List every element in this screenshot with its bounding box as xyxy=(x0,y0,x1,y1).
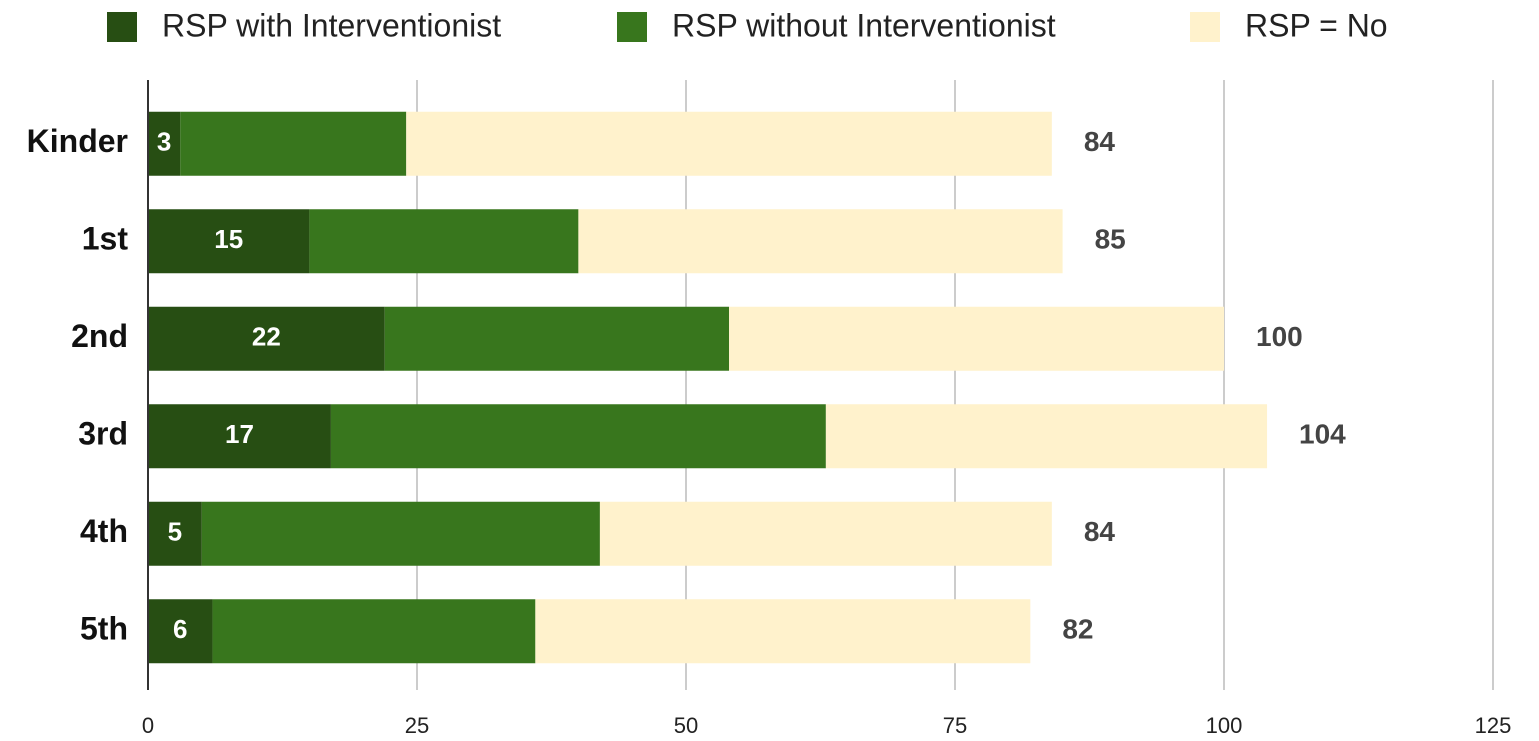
bar-segment xyxy=(212,599,536,664)
bar-segment xyxy=(535,599,1031,664)
x-tick-label: 25 xyxy=(405,713,429,738)
x-tick-label: 50 xyxy=(674,713,698,738)
y-tick-label: 4th xyxy=(80,513,128,549)
value-label: 17 xyxy=(225,419,254,449)
bar-segment xyxy=(148,501,202,566)
total-label: 84 xyxy=(1084,516,1116,547)
y-tick-label: 3rd xyxy=(78,416,128,452)
legend-swatch xyxy=(617,12,647,42)
bar-segment xyxy=(148,209,310,274)
legend-swatch xyxy=(107,12,137,42)
y-tick-label: 2nd xyxy=(71,318,128,354)
value-label: 3 xyxy=(157,127,171,157)
legend-label: RSP = No xyxy=(1245,7,1388,43)
bar-segment xyxy=(148,306,385,371)
total-label: 82 xyxy=(1062,614,1093,645)
value-label: 22 xyxy=(252,322,281,352)
value-label: 5 xyxy=(168,517,182,547)
bar-segment xyxy=(330,404,826,469)
y-tick-label: 1st xyxy=(82,221,129,257)
legend-label: RSP with Interventionist xyxy=(162,7,501,43)
total-label: 84 xyxy=(1084,126,1116,157)
x-tick-label: 125 xyxy=(1475,713,1512,738)
bar-segment xyxy=(384,306,730,371)
bar-segment xyxy=(406,111,1052,176)
value-label: 6 xyxy=(173,614,187,644)
x-tick-label: 100 xyxy=(1206,713,1243,738)
legend-label: RSP without Interventionist xyxy=(672,7,1056,43)
bar-segment xyxy=(180,111,407,176)
legend-swatch xyxy=(1190,12,1220,42)
total-label: 85 xyxy=(1095,224,1126,255)
value-label: 15 xyxy=(214,224,243,254)
bar-segment xyxy=(729,306,1224,371)
bar-segment xyxy=(148,404,331,469)
bar-segment xyxy=(309,209,579,274)
y-tick-label: Kinder xyxy=(27,123,128,159)
y-tick-label: 5th xyxy=(80,611,128,647)
total-label: 104 xyxy=(1299,419,1346,450)
x-tick-label: 75 xyxy=(943,713,967,738)
bar-segment xyxy=(825,404,1268,469)
bar-segment xyxy=(578,209,1063,274)
bar-segment xyxy=(148,111,181,176)
bar-segment xyxy=(148,599,213,664)
bar-segment xyxy=(201,501,600,566)
total-label: 100 xyxy=(1256,321,1303,352)
bar-segment xyxy=(599,501,1052,566)
x-tick-label: 0 xyxy=(142,713,154,738)
